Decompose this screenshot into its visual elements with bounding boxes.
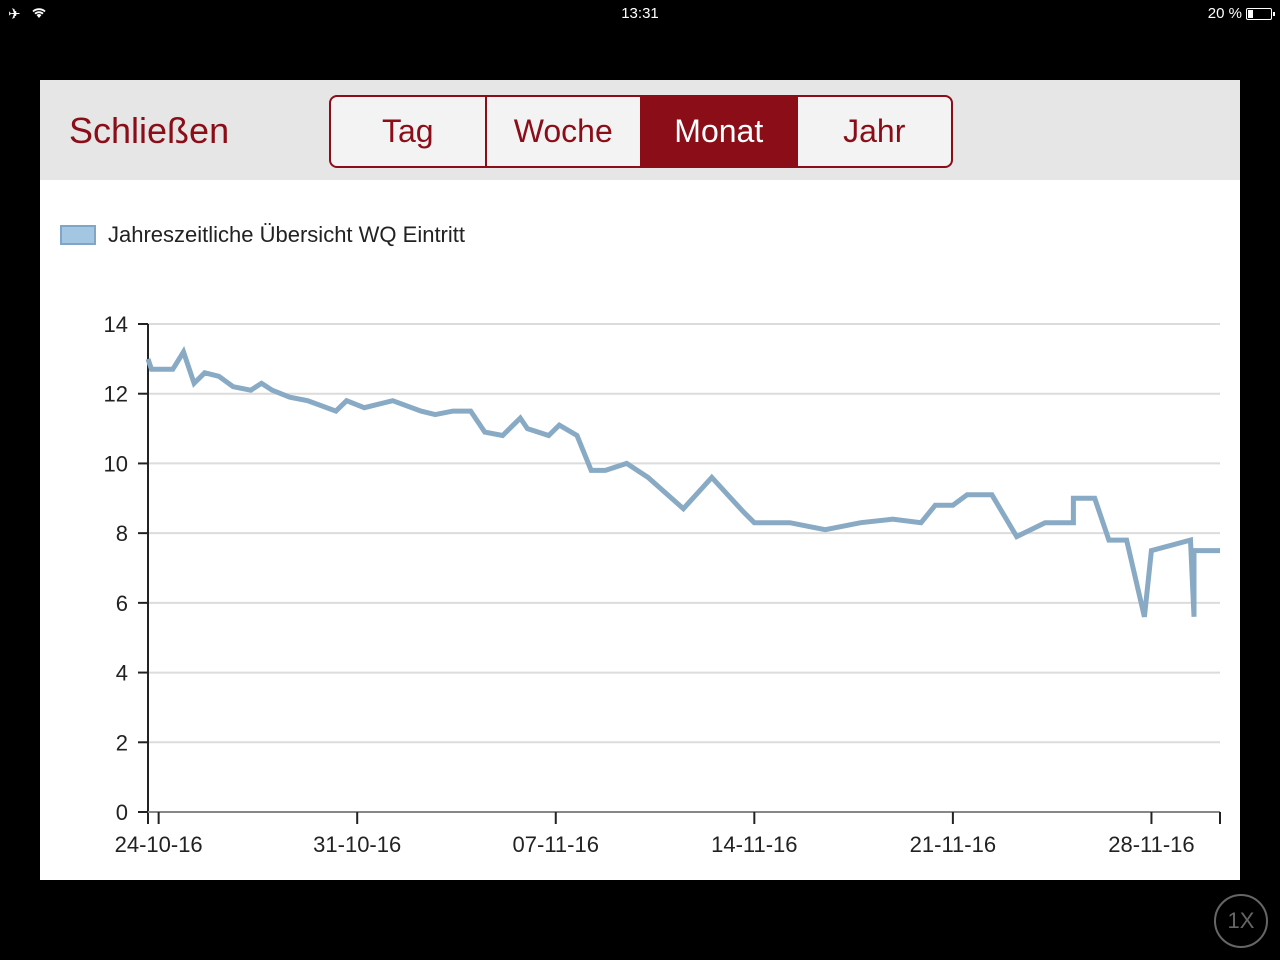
tab-day[interactable]: Tag	[331, 97, 487, 166]
chart-series	[145, 346, 1221, 618]
legend-label: Jahreszeitliche Übersicht WQ Eintritt	[108, 222, 465, 247]
x-tick-label: 21-11-16	[910, 832, 996, 857]
status-time: 13:31	[621, 5, 659, 22]
zoom-button[interactable]: 1X	[1214, 894, 1268, 948]
x-tick-label: 31-10-16	[313, 832, 401, 857]
airplane-icon: ✈	[8, 6, 21, 23]
y-tick-label: 6	[116, 591, 128, 616]
chart-legend: Jahreszeitliche Übersicht WQ Eintritt	[60, 222, 465, 248]
status-right: 20 %	[1207, 5, 1275, 22]
x-tick-label: 24-10-16	[115, 832, 203, 857]
y-tick-label: 12	[104, 382, 128, 407]
series-line	[145, 346, 1220, 618]
y-tick-label: 8	[116, 521, 128, 546]
x-tick-label: 07-11-16	[513, 832, 599, 857]
tab-year[interactable]: Jahr	[843, 113, 906, 149]
chart-axes	[147, 324, 1221, 824]
chart-ticks: 0 2 4 6 8 10 12 14 24-10-16 31-10-16 07-11-16 14-11…	[104, 312, 1195, 857]
line-chart: 0 2 4 6 8 10 12 14 24-10-16 31-10-16 07-11-16 14-11…	[104, 312, 1221, 857]
chart-window: Schließen Tag Woche Monat Jahr Jahreszei…	[40, 80, 1240, 880]
status-bar: ✈ 13:31 20 %	[0, 0, 1280, 28]
y-tick-label: 4	[116, 661, 128, 686]
period-segmented-control: Tag Woche Monat Jahr	[329, 95, 953, 168]
close-button[interactable]: Schließen	[69, 110, 230, 151]
tab-week[interactable]: Woche	[487, 97, 642, 166]
status-left: ✈	[8, 5, 47, 23]
y-tick-label: 0	[116, 800, 128, 825]
y-tick-label: 2	[116, 730, 128, 755]
battery-text: 20 %	[1207, 5, 1242, 22]
x-tick-label: 28-11-16	[1108, 832, 1194, 857]
battery-icon	[1246, 7, 1275, 20]
chart-grid	[148, 323, 1220, 744]
tab-month[interactable]: Monat	[642, 97, 798, 166]
toolbar: Schließen Tag Woche Monat Jahr	[40, 80, 1240, 180]
y-tick-label: 14	[104, 312, 128, 337]
x-tick-label: 14-11-16	[711, 832, 797, 857]
legend-swatch	[60, 225, 96, 245]
y-tick-label: 10	[104, 451, 128, 476]
wifi-icon	[31, 6, 47, 23]
